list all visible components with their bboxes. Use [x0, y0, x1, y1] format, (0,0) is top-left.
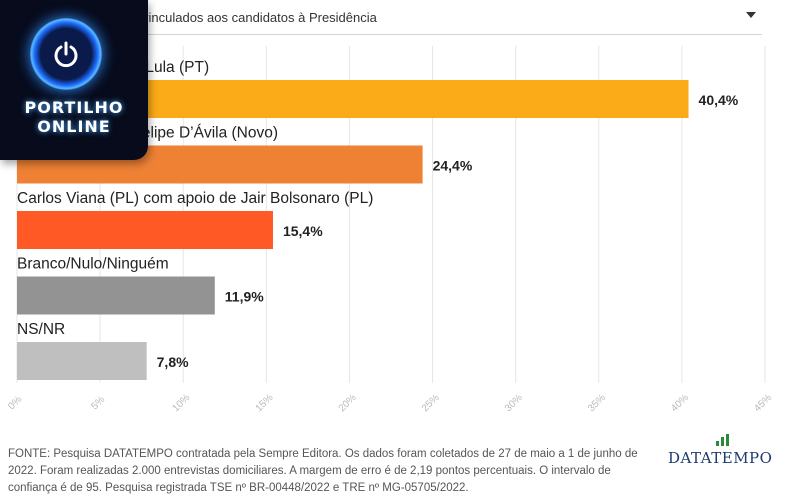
- portilho-online-logo: PORTILHO ONLINE: [0, 0, 148, 160]
- x-tick-label: 0%: [6, 394, 24, 412]
- x-tick-label: 5%: [89, 394, 107, 412]
- power-icon: [54, 41, 78, 68]
- x-tick-label: 15%: [254, 392, 276, 414]
- value-label: 15,4%: [283, 223, 323, 239]
- category-label: NS/NR: [17, 321, 65, 338]
- x-tick-label: 30%: [503, 392, 525, 414]
- bar: [17, 342, 147, 380]
- value-label: 24,4%: [433, 158, 473, 174]
- value-label: 7,8%: [157, 354, 189, 370]
- bar: [17, 211, 273, 249]
- logo-text-line2: ONLINE: [37, 117, 111, 136]
- logo-text-line1: PORTILHO: [24, 98, 124, 117]
- value-label: 11,9%: [225, 289, 264, 305]
- x-tick-label: 10%: [170, 392, 192, 414]
- bar: [17, 276, 215, 315]
- bar-chart: 0%5%10%15%20%25%30%35%40%45%SD) com apoi…: [6, 46, 774, 414]
- x-tick-label: 25%: [420, 392, 442, 414]
- logo-ring: [30, 18, 102, 90]
- bar-chart-icon: [716, 434, 730, 446]
- x-tick-label: 35%: [586, 392, 608, 414]
- value-label: 40,4%: [699, 92, 739, 108]
- chevron-down-icon[interactable]: [746, 12, 756, 18]
- category-label: Carlos Viana (PL) com apoio de Jair Bols…: [17, 190, 373, 207]
- datatempo-logo: DATATEMPO: [668, 432, 776, 472]
- chart-selector-dropdown[interactable]: vinculados aos candidatos à Presidência: [10, 0, 762, 35]
- x-tick-label: 40%: [669, 392, 691, 414]
- x-tick-label: 45%: [752, 392, 774, 414]
- brand-name: DATATEMPO: [668, 449, 773, 467]
- dropdown-selected-value: vinculados aos candidatos à Presidência: [142, 10, 377, 25]
- x-tick-label: 20%: [337, 392, 359, 414]
- category-label: Branco/Nulo/Ninguém: [17, 256, 169, 273]
- source-note: FONTE: Pesquisa DATATEMPO contratada pel…: [8, 448, 638, 494]
